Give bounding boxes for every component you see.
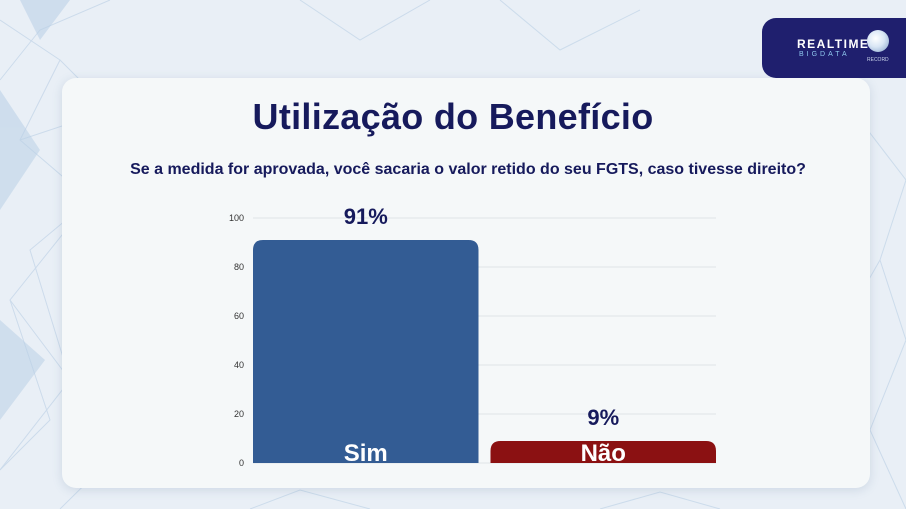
bar-sim [253,240,479,463]
y-tick-label: 40 [234,360,244,370]
chart-question: Se a medida for aprovada, você sacaria o… [130,161,806,178]
bar-value-label: 9% [587,405,619,430]
chart-title: Utilização do Benefício [252,96,654,137]
logo-subname: BIGDATA [799,51,850,58]
logo-network: RECORD [867,57,889,63]
bar-category-label: Não [581,440,626,467]
y-tick-label: 80 [234,262,244,272]
y-tick-label: 100 [229,213,244,223]
bar-value-label: 91% [344,204,388,229]
y-tick-label: 0 [239,458,244,468]
record-globe-icon [867,30,889,52]
y-tick-label: 60 [234,311,244,321]
logo-name: REALTIME [797,37,870,51]
bar-category-label: Sim [344,440,388,467]
y-tick-label: 20 [234,409,244,419]
bar-não [490,440,716,463]
